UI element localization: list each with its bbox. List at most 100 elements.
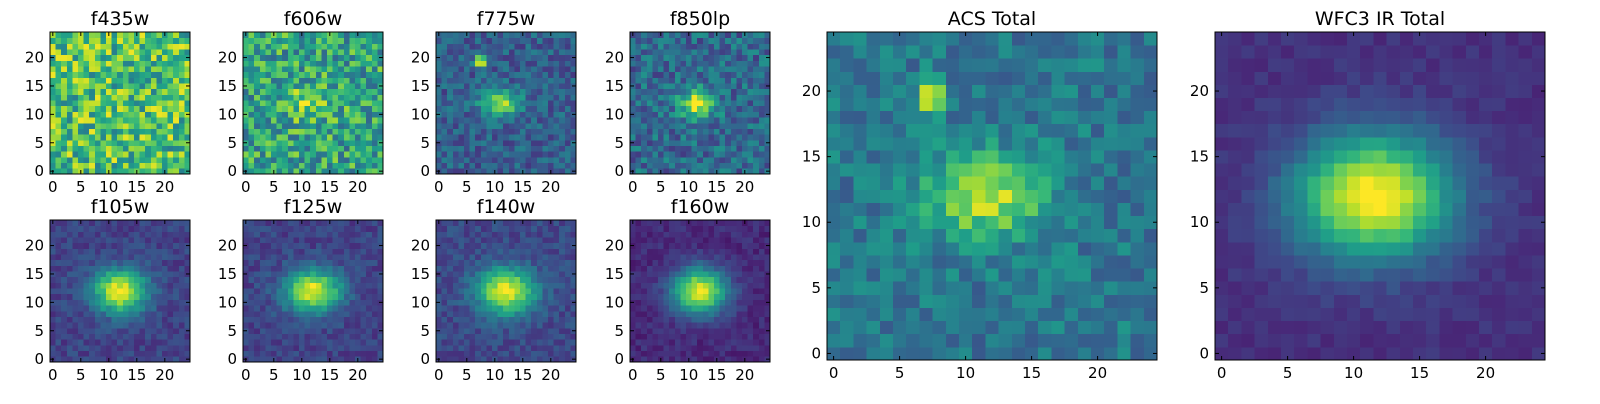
heatmap-cell — [293, 311, 299, 317]
heatmap-cell — [1453, 32, 1467, 46]
heatmap-cell — [1117, 334, 1131, 348]
heatmap-cell — [475, 83, 481, 89]
heatmap-cell — [179, 72, 185, 78]
heatmap-cell — [999, 58, 1013, 72]
heatmap-cell — [630, 89, 636, 95]
heatmap-cell — [464, 49, 470, 55]
heatmap-cell — [271, 72, 277, 78]
heatmap-cell — [254, 89, 260, 95]
heatmap-cell — [542, 83, 548, 89]
heatmap-cell — [260, 66, 266, 72]
heatmap-cell — [1492, 294, 1506, 308]
heatmap-cell — [106, 339, 112, 345]
heatmap-cell — [1131, 334, 1145, 348]
heatmap-cell — [72, 334, 78, 340]
heatmap-cell — [548, 49, 554, 55]
heatmap-cell — [50, 294, 56, 300]
heatmap-cell — [486, 55, 492, 61]
heatmap-cell — [277, 106, 283, 112]
heatmap-cell — [503, 163, 509, 169]
heatmap-cell — [72, 294, 78, 300]
heatmap-cell — [355, 77, 361, 83]
heatmap-cell — [134, 334, 140, 340]
heatmap-cell — [243, 123, 249, 129]
heatmap-cell — [853, 137, 867, 151]
heatmap-cell — [959, 45, 973, 59]
heatmap-cell — [554, 168, 560, 174]
heatmap-cell — [95, 72, 101, 78]
heatmap-cell — [1012, 124, 1026, 138]
heatmap-cell — [366, 66, 372, 72]
heatmap-cell — [893, 229, 907, 243]
heatmap-cell — [316, 334, 322, 340]
x-tick-label: 20 — [155, 366, 174, 384]
heatmap-cell — [1492, 281, 1506, 295]
heatmap-cell — [453, 117, 459, 123]
heatmap-cell — [173, 226, 179, 232]
heatmap-cell — [95, 231, 101, 237]
heatmap-cell — [327, 288, 333, 294]
heatmap-cell — [647, 100, 653, 106]
heatmap-cell — [327, 66, 333, 72]
heatmap-cell — [1360, 45, 1374, 59]
heatmap-cell — [316, 282, 322, 288]
heatmap-cell — [112, 300, 118, 306]
heatmap-cell — [168, 168, 174, 174]
heatmap-cell — [442, 49, 448, 55]
heatmap-cell — [366, 351, 372, 357]
heatmap-cell — [366, 277, 372, 283]
heatmap-cell — [520, 100, 526, 106]
heatmap-cell — [1387, 124, 1401, 138]
x-tick-label: 0 — [241, 178, 251, 196]
heatmap-cell — [78, 94, 84, 100]
heatmap-cell — [151, 60, 157, 66]
heatmap-cell — [56, 351, 62, 357]
heatmap-cell — [265, 271, 271, 277]
heatmap-cell — [156, 38, 162, 44]
heatmap-cell — [56, 277, 62, 283]
heatmap-cell — [867, 334, 881, 348]
heatmap-cell — [1373, 189, 1387, 203]
heatmap-cell — [299, 60, 305, 66]
heatmap-cell — [249, 288, 255, 294]
heatmap-cell — [919, 216, 933, 230]
heatmap-cell — [156, 311, 162, 317]
heatmap-cell — [1104, 308, 1118, 322]
heatmap-cell — [453, 77, 459, 83]
heatmap-cell — [481, 77, 487, 83]
heatmap-cell — [84, 55, 90, 61]
heatmap-cell — [697, 151, 703, 157]
heatmap-cell — [282, 60, 288, 66]
heatmap-cell — [61, 265, 67, 271]
heatmap-cell — [1307, 150, 1321, 164]
heatmap-cell — [123, 168, 129, 174]
heatmap-cell — [50, 345, 56, 351]
heatmap-cell — [61, 271, 67, 277]
heatmap-cell — [156, 43, 162, 49]
heatmap-cell — [475, 117, 481, 123]
heatmap-cell — [708, 66, 714, 72]
heatmap-cell — [486, 106, 492, 112]
heatmap-cell — [321, 117, 327, 123]
heatmap-cell — [1012, 58, 1026, 72]
heatmap-cell — [537, 49, 543, 55]
heatmap-cell — [641, 77, 647, 83]
heatmap-cell — [305, 117, 311, 123]
heatmap-cell — [72, 77, 78, 83]
heatmap-cell — [355, 317, 361, 323]
heatmap-cell — [946, 255, 960, 269]
heatmap-cell — [946, 163, 960, 177]
heatmap-cell — [714, 123, 720, 129]
heatmap-cell — [867, 216, 881, 230]
heatmap-cell — [1413, 189, 1427, 203]
heatmap-cell — [112, 271, 118, 277]
heatmap-cell — [254, 77, 260, 83]
heatmap-cell — [1321, 347, 1335, 361]
heatmap-cell — [447, 38, 453, 44]
heatmap-cell — [134, 117, 140, 123]
heatmap-cell — [1466, 229, 1480, 243]
heatmap-cell — [652, 77, 658, 83]
heatmap-cell — [168, 38, 174, 44]
heatmap-cell — [95, 288, 101, 294]
heatmap-cell — [112, 294, 118, 300]
